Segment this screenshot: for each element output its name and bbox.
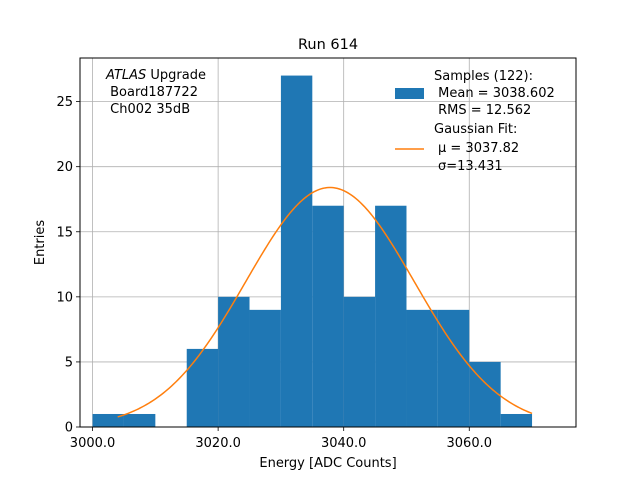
histogram-bar-1 [123,413,156,427]
y-tick-label-1: 5 [65,355,73,370]
legend-samples-mean: Mean = 3038.602 [434,86,555,101]
legend-fit-sigma: σ=13.431 [438,159,503,174]
histogram-bar-7 [343,296,376,427]
annotation-line-2: Board187722 [106,85,198,100]
legend-fit-mu: μ = 3037.82 [438,141,519,156]
y-axis-ticks: 0 5 10 15 20 25 [56,95,80,436]
y-tick-label-5: 25 [56,95,73,110]
y-axis-label: Entries [33,220,48,266]
annotation-line-3: Ch002 35dB [106,102,190,117]
y-tick-label-0: 0 [65,421,73,436]
histogram-bar-9 [406,309,438,427]
legend-fit-label: Gaussian Fit: [434,122,517,137]
histogram-bar-5 [280,75,313,428]
gaussian-fit-curve [117,186,533,418]
atlas-annotation: ATLAS Upgrade Board187722 Ch002 35dB [105,68,206,117]
histogram-bars [92,75,533,428]
legend-samples-rms: RMS = 12.562 [434,103,531,118]
x-axis-label: Energy [ADC Counts] [259,456,396,471]
annotation-upgrade: Upgrade [146,68,206,83]
legend-samples-swatch [395,88,424,99]
histogram-bar-8 [375,205,407,427]
histogram-bar-6 [312,205,344,427]
x-tick-label-0: 3000.0 [70,436,116,451]
annotation-line-1: ATLAS Upgrade [105,68,206,83]
plot-frame [79,57,577,428]
histogram-bar-2 [186,348,219,427]
x-tick-label-1: 3020.0 [195,436,241,451]
x-tick-label-2: 3040.0 [321,436,367,451]
legend-samples-label: Samples (122): [434,69,533,84]
y-tick-label-2: 10 [56,290,73,305]
annotation-atlas-italic: ATLAS [105,68,146,83]
y-tick-label-4: 20 [56,160,73,175]
histogram-bar-3 [218,296,250,427]
chart-title: Run 614 [298,37,358,53]
histogram-bar-4 [249,309,281,427]
x-axis-ticks: 3000.0 3020.0 3040.0 3060.0 [70,427,492,451]
x-tick-label-3: 3060.0 [447,436,493,451]
legend: Samples (122): Mean = 3038.602 RMS = 12.… [395,69,555,174]
histogram-bar-0 [92,413,124,427]
y-tick-label-3: 15 [56,225,73,240]
histogram-bar-12 [500,413,533,427]
